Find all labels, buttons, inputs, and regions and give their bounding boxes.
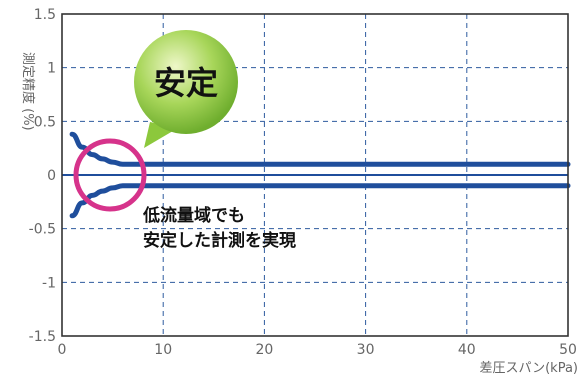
y-tick-label: 0.5 bbox=[34, 114, 56, 130]
x-tick-label: 30 bbox=[357, 342, 375, 358]
x-tick-label: 40 bbox=[458, 342, 476, 358]
stability-bubble: 安定 bbox=[134, 30, 238, 148]
x-tick-label: 10 bbox=[154, 342, 172, 358]
y-tick-label: -0.5 bbox=[29, 222, 56, 238]
x-axis-label: 差圧スパン(kPa) bbox=[479, 361, 578, 376]
note-line-1: 低流量域でも bbox=[142, 205, 245, 226]
y-tick-label: -1 bbox=[42, 275, 56, 291]
x-tick-label: 50 bbox=[559, 342, 577, 358]
y-tick-label: 1.5 bbox=[34, 7, 56, 23]
y-tick-label: -1.5 bbox=[29, 329, 56, 345]
x-tick-label: 0 bbox=[58, 342, 67, 358]
note-line-2: 安定した計測を実現 bbox=[143, 230, 296, 251]
highlight-circle bbox=[73, 138, 147, 212]
y-tick-label: 1 bbox=[47, 61, 56, 77]
y-axis-label: 測定精度 (%) bbox=[20, 52, 36, 131]
x-tick-labels: 0 10 20 30 40 50 bbox=[58, 342, 577, 358]
y-tick-label: 0 bbox=[47, 168, 56, 184]
x-tick-label: 20 bbox=[255, 342, 273, 358]
y-tick-labels: 1.5 1 0.5 0 -0.5 -1 -1.5 bbox=[29, 7, 56, 345]
plot-frame bbox=[61, 13, 569, 337]
bubble-text: 安定 bbox=[154, 64, 218, 102]
